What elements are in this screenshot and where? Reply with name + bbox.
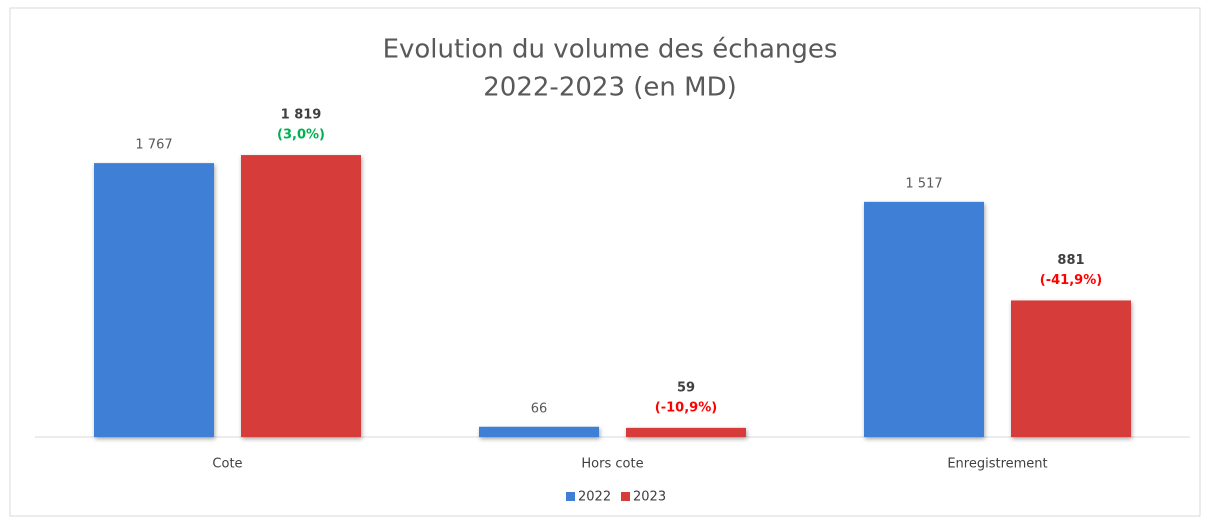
value-label: 1 517 <box>905 176 942 191</box>
legend-swatch <box>566 492 575 501</box>
chart-subtitle: 2022-2023 (en MD) <box>483 73 736 103</box>
bar <box>94 163 214 438</box>
bar <box>1011 300 1131 437</box>
bar <box>479 426 599 437</box>
change-label: (-41,9%) <box>1040 273 1102 288</box>
legend-label: 2023 <box>633 490 666 505</box>
x-tick-label: Cote <box>212 457 242 472</box>
value-label: 59 <box>677 380 695 395</box>
bar <box>864 201 984 437</box>
chart-title: Evolution du volume des échanges <box>383 35 838 65</box>
bar <box>626 427 746 437</box>
legend-swatch <box>621 492 630 501</box>
bar <box>241 155 361 437</box>
legend-label: 2022 <box>578 490 611 505</box>
change-label: (3,0%) <box>277 128 325 143</box>
x-tick-label: Hors cote <box>581 457 643 472</box>
value-label: 1 767 <box>135 138 172 153</box>
change-label: (-10,9%) <box>655 400 717 415</box>
x-tick-label: Enregistrement <box>947 457 1047 472</box>
value-label: 66 <box>531 401 548 416</box>
value-label: 881 <box>1057 253 1084 268</box>
value-label: 1 819 <box>281 108 322 123</box>
